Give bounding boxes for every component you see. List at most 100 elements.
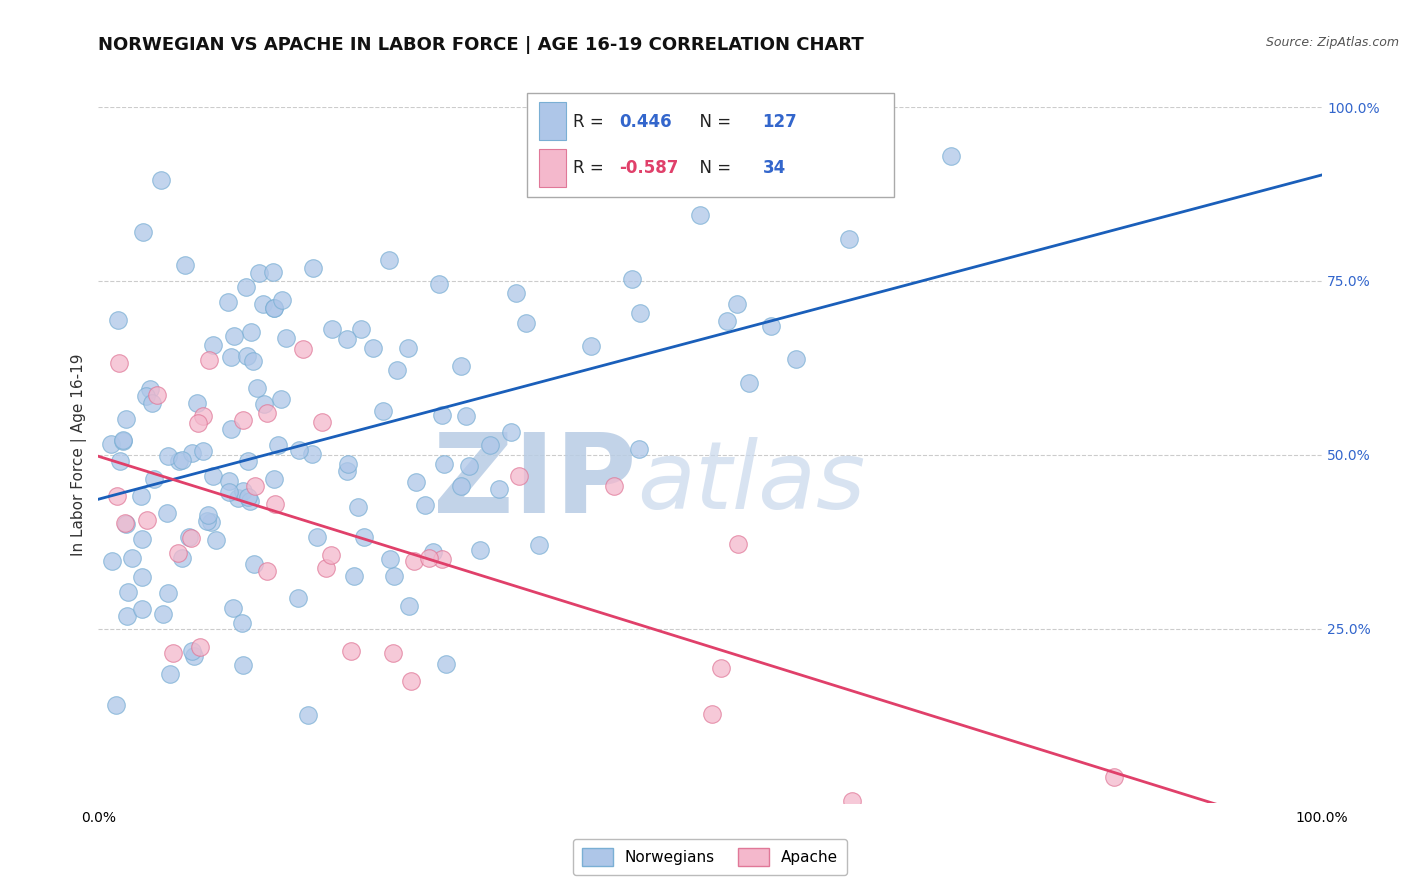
Point xyxy=(430,552,453,566)
Point xyxy=(297,708,319,723)
Point xyxy=(121,550,143,565)
Point xyxy=(190,640,212,654)
Point xyxy=(256,407,278,421)
Point xyxy=(218,485,240,500)
Point xyxy=(838,232,860,246)
Point xyxy=(709,661,731,675)
Point xyxy=(107,313,129,327)
Point xyxy=(246,381,269,395)
Text: atlas: atlas xyxy=(637,437,865,528)
Point xyxy=(117,585,139,599)
Point xyxy=(145,388,167,402)
Point xyxy=(432,408,454,422)
Point xyxy=(759,319,782,334)
Point xyxy=(382,569,405,583)
Point xyxy=(253,396,276,410)
Point xyxy=(235,349,257,363)
Point xyxy=(157,449,180,463)
Point xyxy=(263,473,285,487)
Point xyxy=(108,454,131,468)
Point xyxy=(305,530,328,544)
Point xyxy=(155,506,177,520)
Point xyxy=(112,433,135,447)
Text: N =: N = xyxy=(689,160,737,178)
Y-axis label: In Labor Force | Age 16-19: In Labor Force | Age 16-19 xyxy=(72,353,87,557)
Point xyxy=(242,557,264,571)
Point xyxy=(183,648,205,663)
Point xyxy=(515,316,537,330)
Point xyxy=(180,531,202,545)
Text: N =: N = xyxy=(689,113,737,131)
Point xyxy=(170,551,193,566)
Point xyxy=(450,359,472,374)
Point xyxy=(195,514,218,528)
Point xyxy=(311,415,333,429)
Point xyxy=(939,148,962,162)
Point xyxy=(628,306,651,320)
Point xyxy=(627,442,650,456)
Point xyxy=(243,479,266,493)
Point xyxy=(270,392,292,406)
Point xyxy=(105,489,128,503)
Point xyxy=(427,277,450,291)
Point xyxy=(399,673,422,688)
Point xyxy=(157,586,180,600)
Point xyxy=(131,532,153,546)
Point xyxy=(321,321,343,335)
Point xyxy=(232,412,254,426)
Point xyxy=(108,356,131,370)
Point xyxy=(1104,771,1126,785)
Point xyxy=(201,468,224,483)
Point xyxy=(727,536,749,550)
Point xyxy=(114,516,136,531)
Point xyxy=(454,409,477,424)
Point xyxy=(167,546,190,560)
Point xyxy=(115,411,138,425)
Text: Source: ZipAtlas.com: Source: ZipAtlas.com xyxy=(1265,36,1399,49)
Point xyxy=(387,362,409,376)
Point xyxy=(292,342,315,356)
Point xyxy=(405,475,427,490)
Point xyxy=(226,491,249,506)
Point xyxy=(232,483,254,498)
Point xyxy=(198,353,221,368)
Point xyxy=(505,285,527,300)
Point xyxy=(398,599,420,613)
Point xyxy=(152,607,174,621)
Text: NORWEGIAN VS APACHE IN LABOR FORCE | AGE 16-19 CORRELATION CHART: NORWEGIAN VS APACHE IN LABOR FORCE | AGE… xyxy=(98,36,865,54)
Point xyxy=(101,554,124,568)
Point xyxy=(111,434,134,448)
Point xyxy=(488,482,510,496)
Point xyxy=(378,253,401,268)
Point xyxy=(841,794,863,808)
Point xyxy=(217,294,239,309)
Point xyxy=(371,403,394,417)
Point xyxy=(132,225,155,239)
Point xyxy=(186,396,208,410)
Point xyxy=(169,454,191,468)
Text: 127: 127 xyxy=(762,113,797,131)
Point xyxy=(181,644,204,658)
Point xyxy=(433,457,456,471)
Point xyxy=(193,444,215,458)
Point xyxy=(232,658,254,673)
Point xyxy=(415,498,437,512)
Point xyxy=(689,208,711,222)
Point xyxy=(105,698,128,713)
Point xyxy=(267,437,290,451)
Point xyxy=(139,382,162,396)
Point xyxy=(222,601,245,615)
Point xyxy=(236,453,259,467)
Point xyxy=(191,409,214,424)
Text: 34: 34 xyxy=(762,160,786,178)
Point xyxy=(252,296,274,310)
Point xyxy=(381,646,404,660)
Point xyxy=(181,446,204,460)
Point xyxy=(179,530,201,544)
Point xyxy=(247,267,270,281)
Point xyxy=(235,280,257,294)
Point xyxy=(135,513,157,527)
Text: R =: R = xyxy=(574,160,609,178)
Point xyxy=(218,475,240,489)
Point xyxy=(236,490,259,504)
